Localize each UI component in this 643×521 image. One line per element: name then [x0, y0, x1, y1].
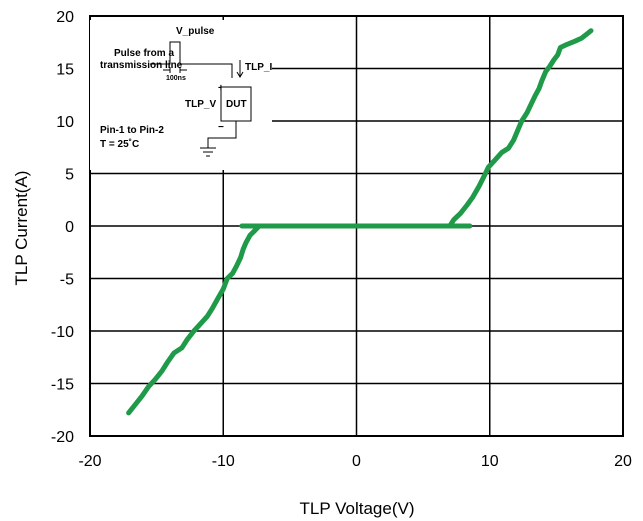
iv-curve-series	[126, 28, 594, 416]
y-tick-label: 20	[56, 9, 74, 26]
plot-frame	[89, 15, 624, 437]
y-tick-label: 15	[56, 62, 74, 79]
x-tick-label: 0	[352, 453, 361, 470]
inset-pins: Pin-1 to Pin-2	[100, 125, 164, 136]
inset-minus: −	[218, 122, 224, 133]
inset-tlp-v: TLP_V	[185, 99, 216, 110]
x-tick-labels: -20 -10 0 10 20	[78, 453, 632, 470]
y-tick-label: -20	[51, 429, 74, 446]
pulse-width-marker	[163, 67, 187, 73]
x-tick-label: -10	[212, 453, 235, 470]
x-tick-label: -20	[78, 453, 101, 470]
y-tick-label: -10	[51, 324, 74, 341]
dut-box	[220, 86, 252, 122]
inset-temp: T = 25˚C	[100, 138, 139, 150]
current-arrow	[236, 60, 244, 78]
inset-pulse-line2: transmission line	[100, 60, 183, 71]
inset-pulse-line1: Pulse from a	[114, 48, 174, 59]
inset-v-pulse: V_pulse	[176, 26, 215, 37]
ground-wire	[207, 121, 237, 148]
y-tick-label: 10	[56, 114, 74, 131]
y-tick-label: 0	[65, 219, 74, 236]
inset-tlp-i: TLP_I	[245, 62, 272, 73]
x-axis-title: TLP Voltage(V)	[300, 499, 415, 518]
y-tick-label: -15	[51, 377, 74, 394]
inset-width-label: 100ns	[166, 75, 186, 82]
pulse-waveform	[150, 41, 233, 78]
x-tick-label: 20	[614, 453, 632, 470]
y-tick-label: 5	[65, 167, 74, 184]
inset-diagram: V_pulse Pulse from a transmission line 1…	[90, 20, 272, 170]
ground-icon	[200, 147, 216, 157]
y-tick-label: -5	[60, 272, 74, 289]
y-axis-title: TLP Current(A)	[12, 171, 31, 286]
x-tick-label: 10	[481, 453, 499, 470]
inset-dut: DUT	[226, 99, 247, 110]
y-tick-labels: -20 -15 -10 -5 0 5 10 15 20	[51, 9, 74, 446]
